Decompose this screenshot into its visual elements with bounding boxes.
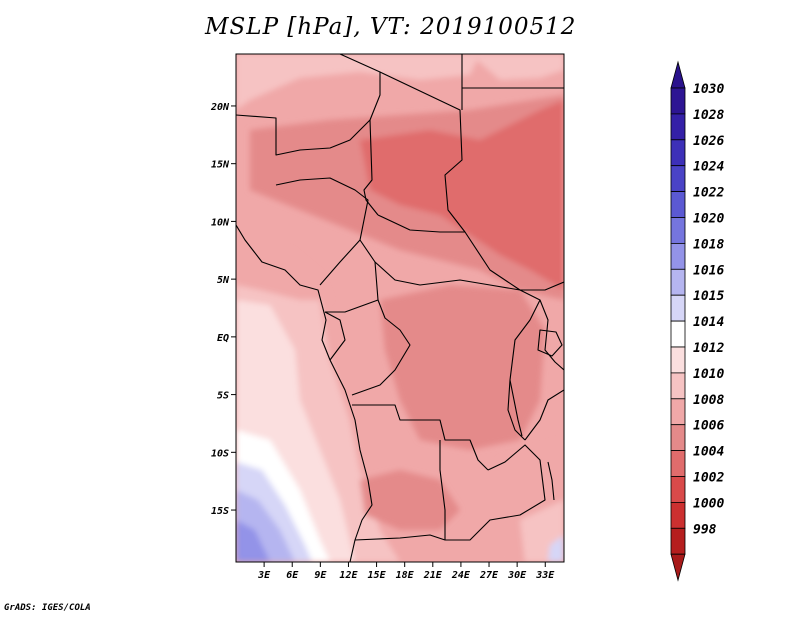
lake-malawi <box>547 461 555 501</box>
border-nigeria <box>275 177 369 286</box>
lat-tick-label: 20N <box>210 102 230 113</box>
lon-tick-label: 15E <box>368 570 387 581</box>
border-sahel-north <box>236 54 381 156</box>
border-drc-east <box>507 289 541 441</box>
colorbar-label: 1016 <box>693 263 724 278</box>
lon-tick-label: 3E <box>257 570 271 581</box>
colorbar-label: 1012 <box>693 341 724 356</box>
colorbar-swatch <box>670 165 686 192</box>
colorbar-label: 1028 <box>693 108 724 123</box>
border-angola-zambia <box>439 440 446 540</box>
colorbar-swatch <box>670 87 686 115</box>
colorbar-label: 1010 <box>693 367 724 382</box>
field-1012-ne <box>470 54 564 80</box>
country-borders <box>236 54 564 562</box>
border-congo-drc <box>351 299 411 396</box>
colorbar-label: 1014 <box>693 315 724 330</box>
border-drc-angola <box>352 404 489 471</box>
colorbar-swatch <box>670 346 686 374</box>
field-1004-sudan <box>360 100 564 290</box>
colorbar-label: 1000 <box>693 496 724 511</box>
grads-credit: GrADS: IGES/COLA <box>4 603 91 613</box>
lon-tick-label: 6E <box>286 570 299 581</box>
colorbar-label: 1008 <box>693 393 724 408</box>
border-niger-chad <box>363 119 379 216</box>
colorbar-swatch <box>670 320 686 348</box>
lon-tick-label: 18E <box>396 570 415 581</box>
lake-victoria <box>537 329 563 357</box>
colorbar-swatch <box>670 476 686 503</box>
colorbar-label: 1004 <box>693 445 724 460</box>
colorbar-swatch <box>670 139 686 167</box>
border-gabon-congo <box>324 311 346 361</box>
lon-tick-label: 12E <box>339 570 358 581</box>
border-ethiopia <box>520 281 564 291</box>
colorbar-label: 1024 <box>693 160 724 175</box>
field-1006-congo <box>380 285 545 450</box>
colorbar: 1030 1028 1026 1024 1022 1020 1018 1016 1015 1014… <box>670 60 724 582</box>
colorbar-label: 1020 <box>693 212 724 227</box>
colorbar-swatch <box>670 294 686 322</box>
border-car-south <box>374 261 521 291</box>
colorbar-label: 1026 <box>693 134 724 149</box>
coastline-west <box>236 224 373 562</box>
colorbar-bottom-arrow <box>670 553 686 582</box>
field-1016-se <box>548 535 564 562</box>
field-1006-angola <box>360 470 460 530</box>
colorbar-swatch <box>670 268 686 296</box>
colorbar-swatch <box>670 372 686 400</box>
map-title: MSLP [hPa], VT: 2019100512 <box>205 14 577 40</box>
lat-tick-label: 5N <box>217 275 230 286</box>
colorbar-swatch <box>670 450 686 477</box>
colorbar-label: 1030 <box>693 82 724 97</box>
colorbar-swatch <box>670 217 686 244</box>
lon-tick-label: 21E <box>423 570 443 581</box>
lat-tick-label: 15S <box>211 506 229 517</box>
colorbar-top-arrow <box>670 60 686 89</box>
colorbar-label: 1022 <box>693 186 724 201</box>
border-car-north <box>377 214 521 291</box>
pressure-field <box>236 54 564 562</box>
colorbar-label: 1006 <box>693 419 724 434</box>
colorbar-swatch <box>670 501 686 529</box>
field-1020-ocean <box>236 520 270 562</box>
colorbar-swatch <box>670 424 686 452</box>
colorbar-label: 1018 <box>693 237 724 252</box>
colorbar-swatch <box>670 242 686 270</box>
border-tanzania <box>524 389 564 441</box>
border-kenya-uganda <box>539 299 564 371</box>
field-1012-north <box>236 54 480 110</box>
lon-tick-label: 24E <box>451 570 471 581</box>
lat-tick-label: 10N <box>211 217 230 228</box>
lat-tick-label: EQ <box>217 333 229 344</box>
colorbar-swatch <box>670 527 686 555</box>
lon-tick-label: 30E <box>507 570 527 581</box>
lon-tick-label: 33E <box>535 570 555 581</box>
colorbar-swatch <box>670 191 686 218</box>
colorbar-label: 998 <box>693 522 717 537</box>
lon-tick-label: 27E <box>479 570 499 581</box>
lon-tick-label: 9E <box>314 570 327 581</box>
lat-tick-label: 10S <box>211 448 229 459</box>
map-frame <box>235 53 565 563</box>
map-axis-ticks: 3E 6E 9E 12E 15E 18E 21E 24E 27E 30E 33E 20N 15N 10N 5… <box>210 102 555 581</box>
colorbar-label: 1015 <box>693 289 724 304</box>
colorbar-swatch <box>670 398 686 426</box>
colorbar-label: 1002 <box>693 471 724 486</box>
colorbar-swatch <box>670 113 686 141</box>
lat-tick-label: 15N <box>211 160 230 171</box>
lake-tanganyika <box>509 379 523 437</box>
lat-tick-label: 5S <box>217 391 229 402</box>
border-zambia-east <box>445 444 546 541</box>
border-chad-sudan <box>379 71 466 233</box>
